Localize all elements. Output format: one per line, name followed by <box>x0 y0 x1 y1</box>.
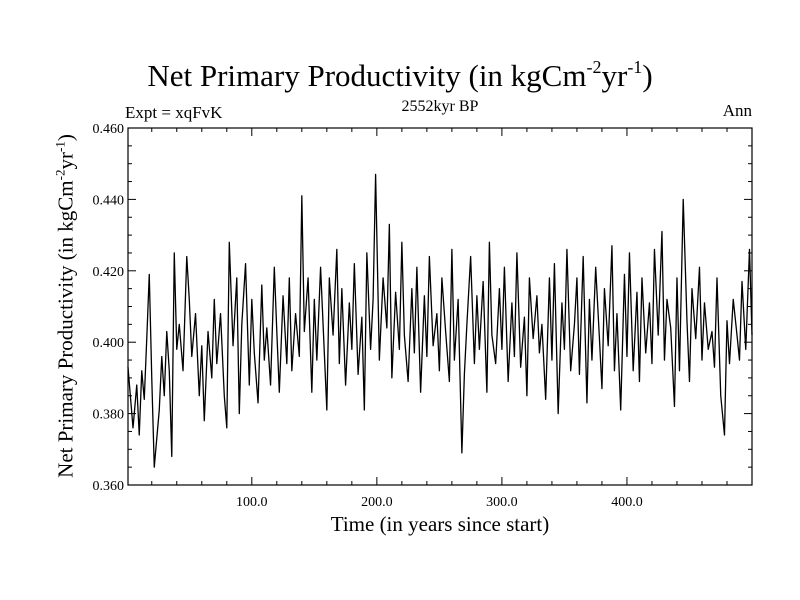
experiment-label: Expt = xqFvK <box>125 103 223 122</box>
y-axis: 0.360 0.380 0.400 0.420 0.440 0.460 <box>93 122 752 494</box>
x-tick-label: 200.0 <box>361 495 393 510</box>
x-tick-label: 400.0 <box>611 495 643 510</box>
y-tick-label: 0.360 <box>93 479 125 494</box>
x-axis-label: Time (in years since start) <box>330 512 550 536</box>
y-tick-label: 0.460 <box>93 122 125 137</box>
series-line <box>127 173 753 468</box>
season-label: Ann <box>722 101 752 120</box>
y-tick-label: 0.400 <box>93 336 125 351</box>
x-axis: 100.0 200.0 300.0 400.0 <box>151 128 728 510</box>
chart-subtitle: 2552kyr BP <box>401 98 479 115</box>
y-tick-label: 0.380 <box>93 408 125 423</box>
y-tick-label: 0.440 <box>93 193 125 208</box>
x-tick-label: 300.0 <box>486 495 518 510</box>
y-axis-label: Net Primary Productivity (in kgCm-2yr-1) <box>52 134 78 478</box>
x-tick-label: 100.0 <box>236 495 268 510</box>
y-tick-label: 0.420 <box>93 265 125 280</box>
chart-title: Net Primary Productivity (in kgCm-2yr-1) <box>147 57 653 93</box>
plot-frame <box>127 127 753 486</box>
